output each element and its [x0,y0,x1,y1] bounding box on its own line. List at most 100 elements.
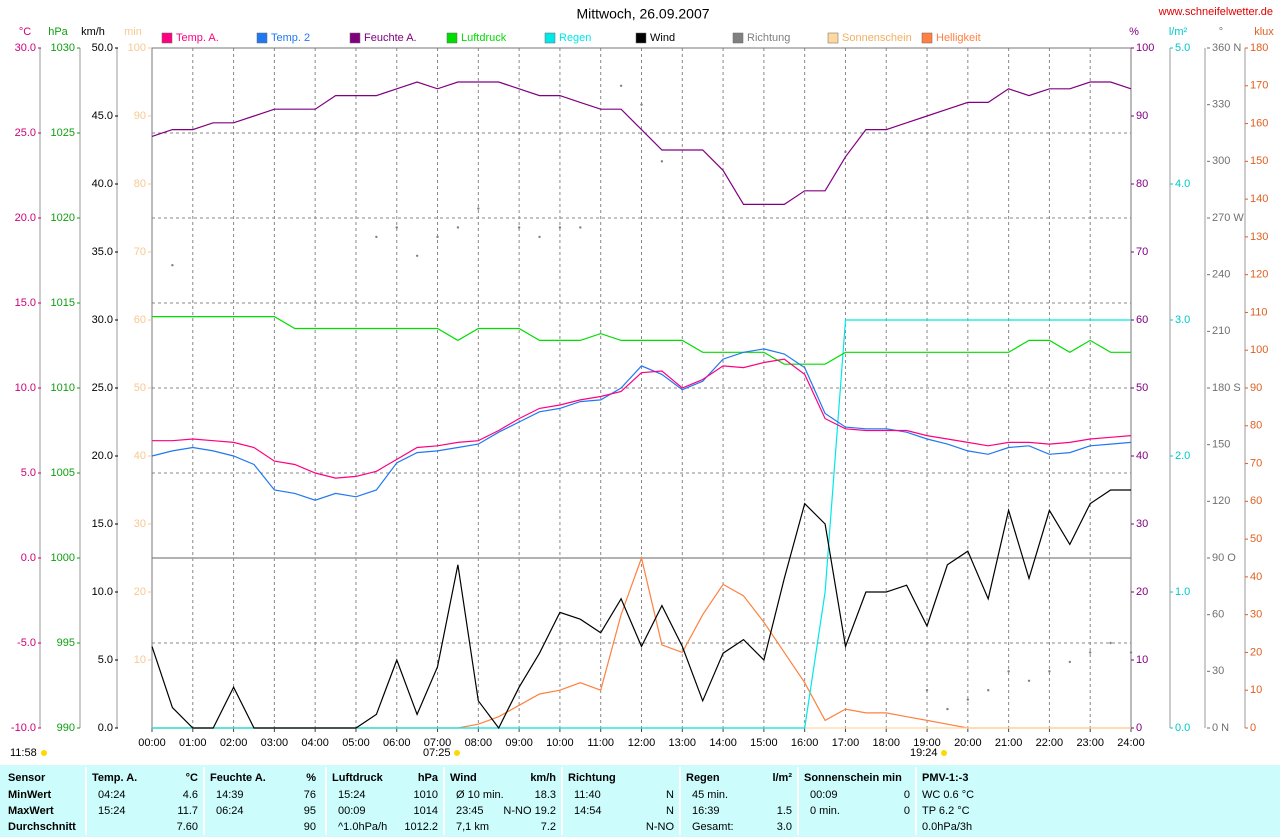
x-tick-label: 21:00 [995,737,1023,749]
axis-unit: km/h [81,26,105,38]
y-tick-label: 5.0 [98,654,113,666]
x-tick-label: 22:00 [1036,737,1064,749]
col-header: Temp. A. [92,772,137,784]
x-tick-label: 17:00 [832,737,860,749]
x-tick-label: 18:00 [872,737,900,749]
legend-label: Wind [650,32,675,44]
y-tick-label: 15.0 [92,518,113,530]
y-tick-label: 0.0 [1175,722,1190,734]
cell: WC 0.6 °C [922,789,974,801]
y-tick-label: 0 N [1212,722,1229,734]
col-header: PMV-1:-3 [922,772,968,784]
cell-value: 11.7 [177,805,198,817]
legend-label: Sonnenschein [842,32,912,44]
col-header: Regen [686,772,720,784]
y-tick-label: 0 [1136,722,1142,734]
direction-point [538,235,541,239]
y-tick-label: 25.0 [15,127,36,139]
cell: 11:40 [574,789,601,801]
cell-value: 1014 [414,805,438,817]
series-line [152,358,1132,479]
direction-point [1068,660,1072,664]
y-tick-label: 110 [1250,306,1268,318]
y-tick-label: 1025 [51,127,75,139]
y-tick-label: 130 [1250,231,1268,243]
x-tick-label: 24:00 [1117,737,1145,749]
y-tick-label: 60 [1212,609,1224,621]
col-unit: l/m² [772,772,792,784]
direction-point [579,226,582,229]
x-tick-label: 11:00 [587,737,614,749]
x-tick-label: 13:00 [669,737,697,749]
y-tick-label: 90 [1250,382,1262,394]
direction-point [1109,641,1112,645]
y-tick-label: 10 [134,654,146,666]
col-unit: hPa [418,772,439,784]
x-tick-label: 19:00 [913,737,941,749]
direction-point [415,254,419,257]
series-line [151,348,1132,501]
y-tick-label: 120 [1212,495,1230,507]
y-tick-label: 50 [134,382,146,394]
y-tick-label: 60 [1136,314,1148,326]
y-tick-label: 20 [1250,646,1262,658]
cell: 23:45 [456,805,484,817]
direction-point [1027,679,1031,682]
direction-point [477,207,480,210]
y-tick-label: 40 [1136,450,1148,462]
chart-title: Mittwoch, 26.09.2007 [576,6,709,22]
y-tick-label: 990 [57,722,75,734]
x-tick-label: 20:00 [954,737,982,749]
legend-label: Luftdruck [461,32,507,44]
axis-unit: ° [1219,26,1223,38]
y-tick-label: 30 [1250,609,1262,621]
col-header: Luftdruck [332,772,384,784]
y-tick-label: 80 [1250,420,1262,432]
cell: 16:39 [692,805,720,817]
y-tick-label: 160 [1250,117,1268,129]
y-tick-label: 1000 [51,552,75,564]
cell-value: 4.6 [183,789,198,801]
y-tick-label: 30 [134,518,146,530]
y-tick-label: 70 [1136,246,1148,258]
y-tick-label: 80 [134,178,146,190]
series-line [151,81,1132,205]
y-tick-label: -5.0 [17,637,36,649]
legend-swatch [635,32,647,44]
y-tick-label: 20.0 [15,212,36,224]
cell-value: 7.2 [541,821,556,833]
y-tick-label: 150 [1212,439,1230,451]
y-tick-label: 170 [1250,80,1268,92]
y-tick-label: 90 [134,110,146,122]
legend-label: Temp. 2 [271,32,310,44]
y-tick-label: 1.0 [1175,586,1190,598]
y-tick-label: 2.0 [1175,450,1190,462]
col-header: Sensor [8,772,46,784]
col-header: Sonnenschein min [804,772,902,784]
row-label: MaxWert [8,805,54,817]
y-tick-label: 30 [1136,518,1148,530]
y-tick-label: 10 [1250,684,1262,696]
cell-value: 95 [304,805,316,817]
sun-icon [941,750,947,756]
legend-label: Feuchte A. [364,32,417,44]
y-tick-label: 4.0 [1175,178,1190,190]
y-tick-label: 60 [1250,495,1262,507]
cell-value: 18.3 [535,789,556,801]
y-tick-label: 150 [1250,155,1268,167]
x-tick-label: 07:00 [424,737,452,749]
legend-swatch [732,32,744,44]
y-tick-label: 20 [1136,586,1148,598]
y-tick-label: 1005 [51,467,75,479]
stats-background [0,765,1280,837]
cell-value: 0 [904,789,910,801]
x-tick-label: 16:00 [791,737,819,749]
y-tick-label: 50 [1136,382,1148,394]
annotation: 11:58 [10,747,37,759]
axis-unit: % [1129,26,1139,38]
axis-unit: l/m² [1169,26,1188,38]
y-tick-label: 300 [1212,155,1230,167]
cell: 15:24 [338,789,366,801]
row-label: MinWert [8,789,52,801]
direction-point [436,235,439,239]
